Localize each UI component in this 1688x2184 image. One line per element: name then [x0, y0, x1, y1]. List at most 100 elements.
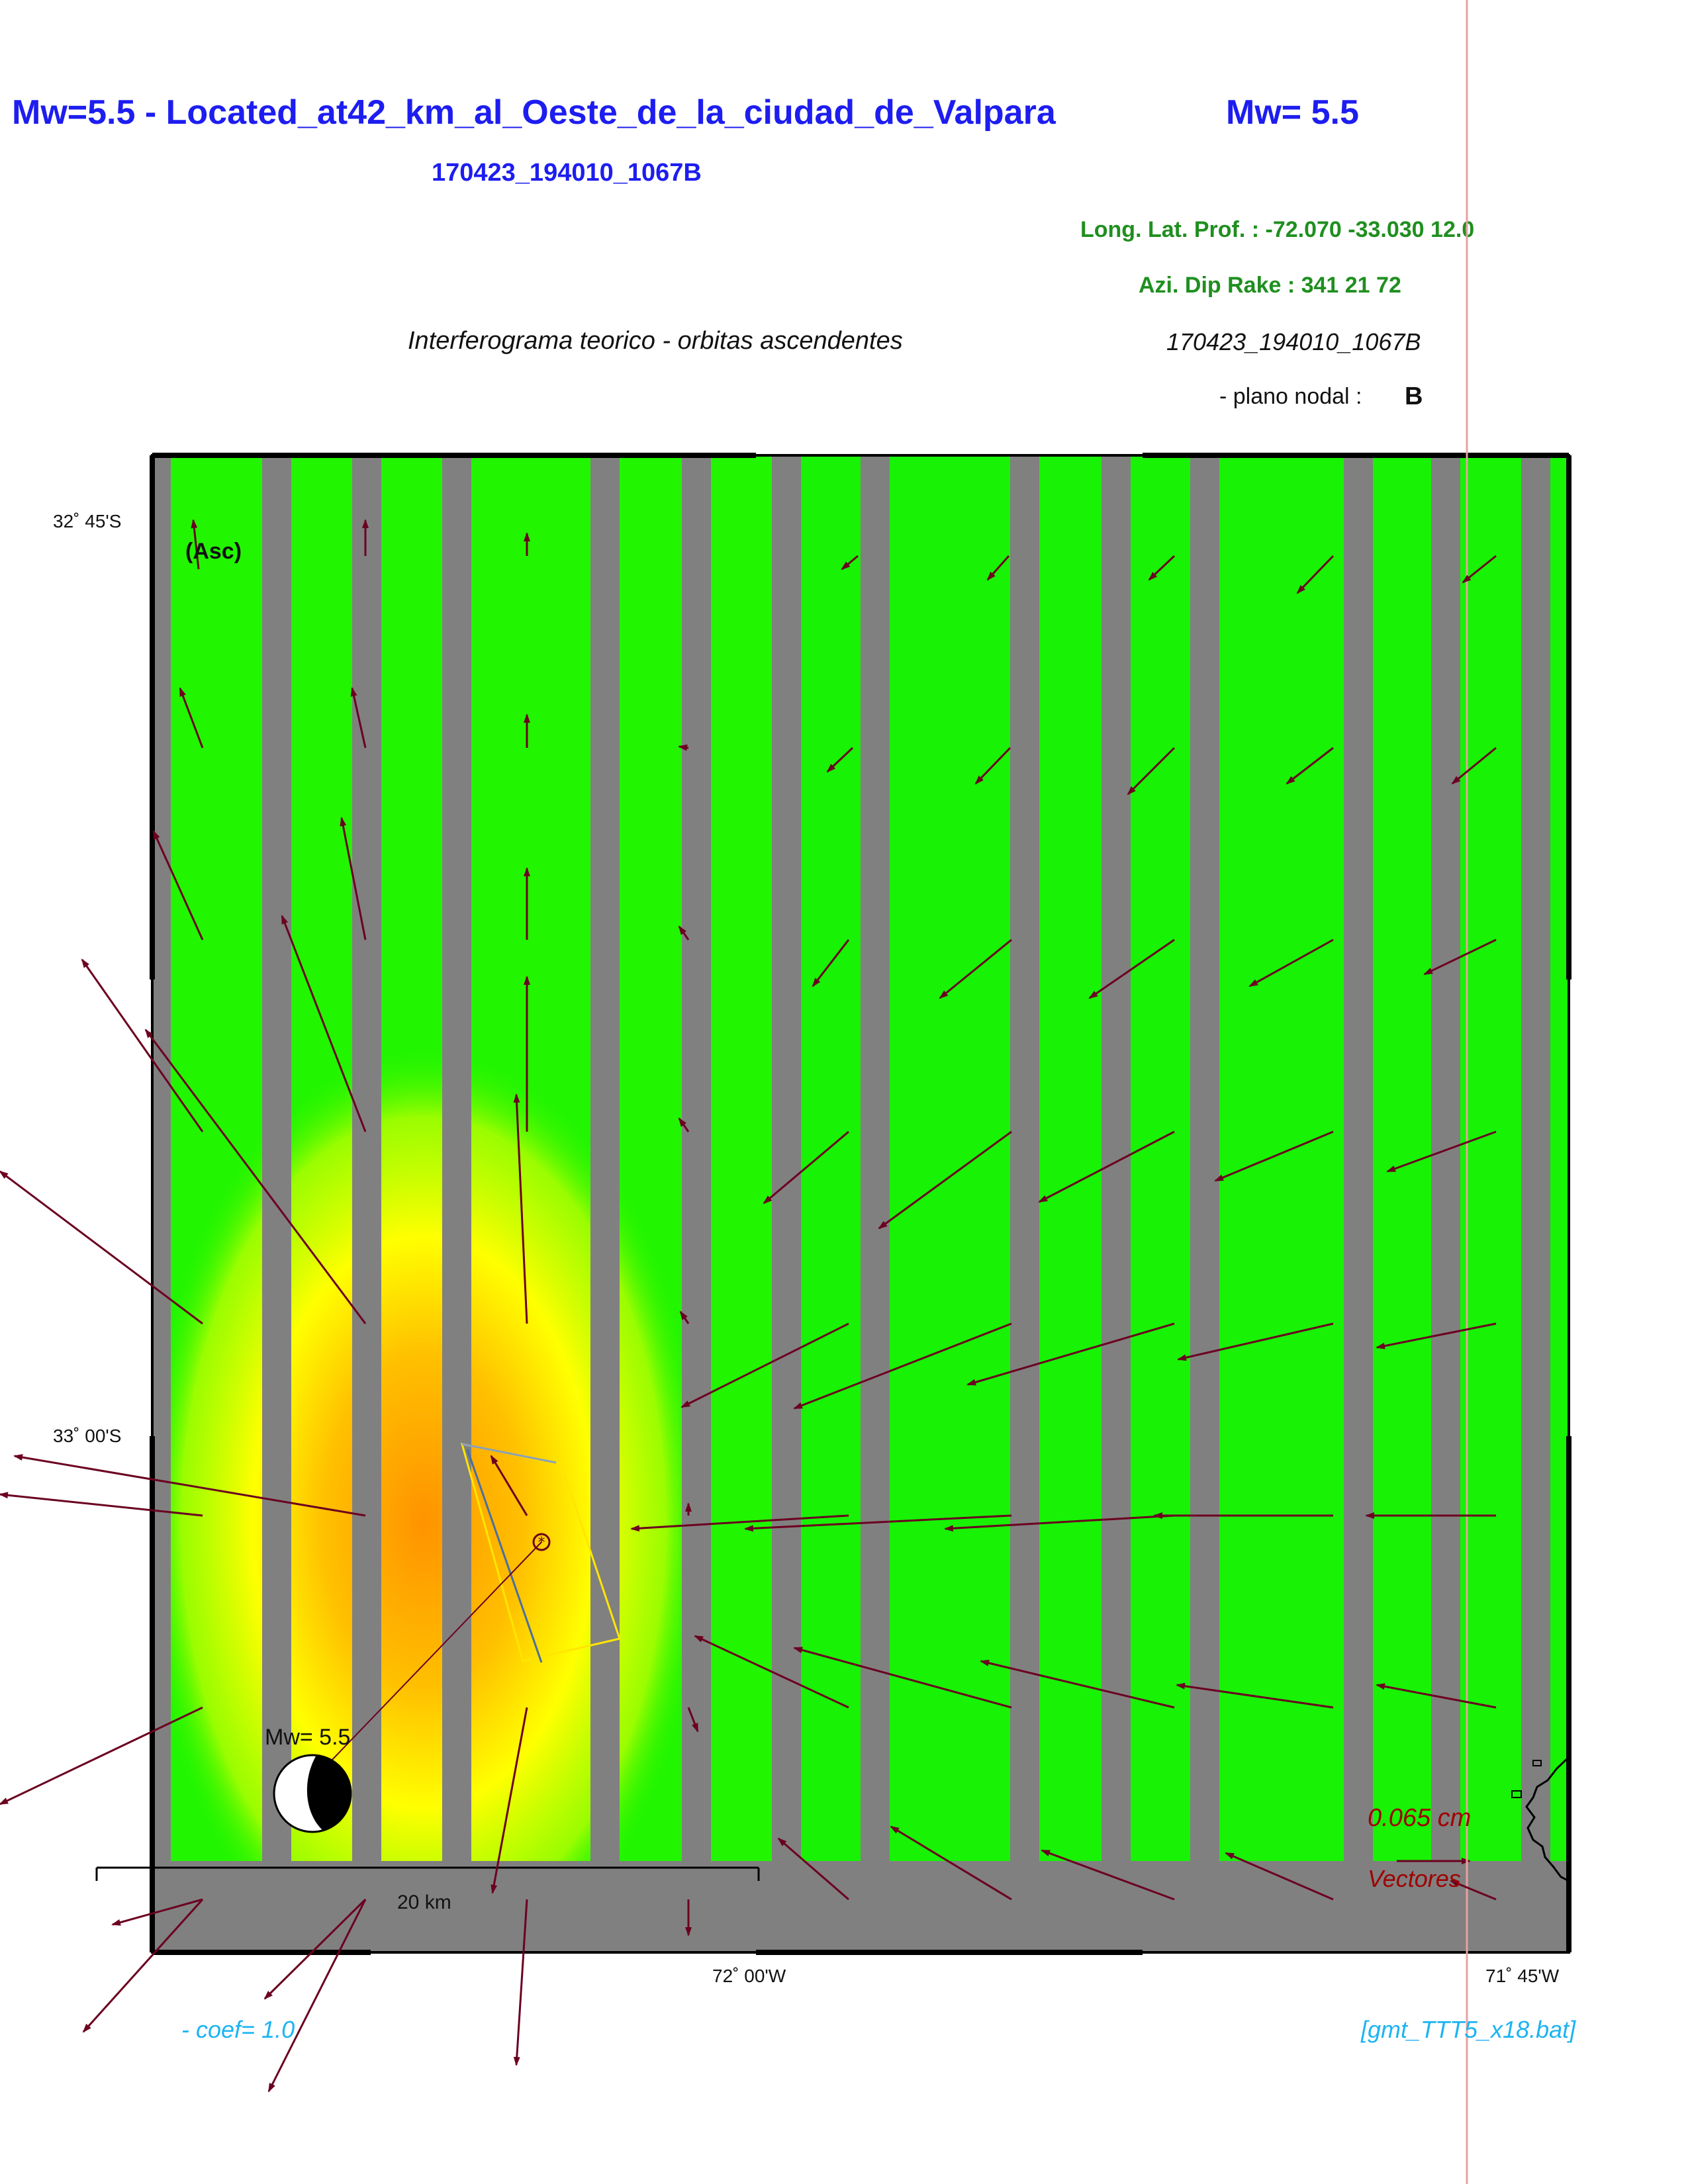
event-id-right: 170423_194010_1067B — [1166, 328, 1421, 355]
displacement-vector — [1286, 747, 1334, 785]
displacement-vector — [0, 1706, 203, 1805]
deformation-lobe — [152, 1046, 708, 1952]
displacement-vector — [281, 915, 367, 1132]
displacement-vector — [144, 1028, 367, 1324]
displacement-vector — [1177, 1322, 1334, 1361]
displacement-vector — [630, 1514, 849, 1532]
no-data-strip — [772, 455, 801, 1952]
scale-bar-label: 20 km — [397, 1891, 451, 1913]
no-data-strip — [1010, 455, 1039, 1952]
displacement-vector — [1450, 1880, 1497, 1901]
script-name: [gmt_TTT5_x18.bat] — [1361, 2016, 1576, 2043]
lon-tick-2: 71˚ 45'W — [1485, 1966, 1560, 1986]
beachball-leader — [312, 1541, 542, 1781]
displacement-vector — [1386, 1130, 1497, 1173]
displacement-vector — [1225, 1852, 1334, 1901]
displacement-vector — [678, 1117, 690, 1132]
no-data-strip — [152, 455, 171, 1952]
displacement-vector — [986, 555, 1010, 581]
displacement-vector — [1148, 555, 1176, 581]
displacement-vector — [966, 1322, 1175, 1386]
displacement-vector — [491, 1707, 528, 1894]
displacement-vector — [152, 830, 204, 940]
displacement-vector — [340, 817, 367, 940]
nodal-plane-value: B — [1405, 383, 1423, 410]
displacement-vector — [350, 687, 367, 749]
interferogram-label: Interferograma teorico - orbitas ascende… — [408, 327, 903, 355]
displacement-vector — [944, 1514, 1175, 1532]
no-data-strip — [1102, 455, 1131, 1952]
displacement-vector — [812, 939, 850, 987]
no-data-strip — [1521, 455, 1550, 1952]
displacement-vector — [1248, 938, 1334, 987]
coastline — [1525, 1756, 1570, 1882]
fault-top-edge — [461, 1443, 557, 1464]
displacement-vector — [1038, 1130, 1175, 1203]
displacement-vector — [793, 1647, 1012, 1709]
coef-label: - coef= 1.0 — [181, 2016, 295, 2043]
displacement-vector — [1462, 555, 1497, 584]
displacement-vector — [1214, 1130, 1334, 1182]
displacement-vector — [1423, 938, 1497, 976]
epicenter-marker: * — [532, 1533, 551, 1551]
displacement-vector — [694, 1635, 849, 1709]
displacement-vector — [1041, 1849, 1175, 1901]
displacement-vector — [1176, 1682, 1334, 1709]
no-data-strip — [861, 455, 890, 1952]
beachball-label: Mw= 5.5 — [265, 1725, 351, 1750]
hypocenter-info: Long. Lat. Prof. : -72.070 -33.030 12.0 — [1080, 217, 1475, 242]
nodal-plane-label: - plano nodal : — [1219, 384, 1362, 409]
displacement-vector — [1451, 747, 1497, 785]
no-data-strip — [682, 455, 711, 1952]
displacement-vector — [81, 958, 204, 1132]
displacement-vector — [890, 1825, 1012, 1901]
displacement-vector — [0, 1170, 203, 1325]
orbit-label: (Asc) — [185, 539, 242, 564]
vector-label: Vectores — [1368, 1865, 1461, 1892]
lon-tick-1: 72˚ 00'W — [712, 1966, 786, 1986]
displacement-vector — [82, 1898, 204, 2033]
displacement-vector — [980, 1659, 1175, 1709]
displacement-vector — [687, 1707, 699, 1733]
svg-text:*: * — [538, 1535, 545, 1551]
scale-bar — [95, 1866, 760, 1881]
displacement-vector — [111, 1898, 203, 1926]
displacement-vector — [1376, 1683, 1497, 1709]
frame-ticks — [150, 453, 1571, 1955]
no-data-strip — [1344, 455, 1373, 1952]
displacement-vector — [513, 1899, 528, 2066]
displacement-vector — [490, 1455, 528, 1516]
displacement-vector — [826, 747, 854, 773]
displacement-vector — [1088, 938, 1175, 999]
displacement-vector — [1296, 555, 1335, 594]
bottom-no-data-band — [152, 1861, 1569, 1952]
map-title: Mw=5.5 - Located_at42_km_al_Oeste_de_la_… — [12, 93, 1056, 132]
displacement-vector — [179, 687, 204, 749]
displacement-vector — [1376, 1322, 1497, 1349]
focal-mechanism-beachball — [273, 1754, 352, 1833]
displacement-vector — [191, 519, 200, 570]
displacement-vector — [678, 925, 690, 940]
no-data-strip — [590, 455, 620, 1952]
no-data-strip — [1190, 455, 1219, 1952]
displacement-vector — [1127, 747, 1176, 796]
no-data-strip — [352, 455, 381, 1952]
vector-magnitude: 0.065 cm — [1368, 1804, 1472, 1832]
displacement-vector — [13, 1454, 366, 1517]
no-data-strip — [442, 455, 471, 1952]
displacement-vector — [777, 1837, 849, 1901]
displacement-vector — [263, 1898, 367, 2000]
displacement-vector — [680, 1322, 849, 1408]
displacement-vector — [974, 747, 1011, 785]
fault-trace — [466, 1449, 543, 1663]
displacement-vector — [841, 555, 859, 570]
mechanism-info: Azi. Dip Rake : 341 21 72 — [1139, 273, 1401, 298]
displacement-vector — [878, 1130, 1012, 1230]
displacement-vector — [763, 1130, 849, 1205]
displacement-vectors — [0, 519, 1497, 2093]
displacement-vector — [678, 744, 689, 751]
displacement-vector — [267, 1899, 367, 2093]
lat-tick-2: 33˚ 00'S — [53, 1426, 122, 1446]
title-magnitude: Mw= 5.5 — [1226, 93, 1359, 132]
